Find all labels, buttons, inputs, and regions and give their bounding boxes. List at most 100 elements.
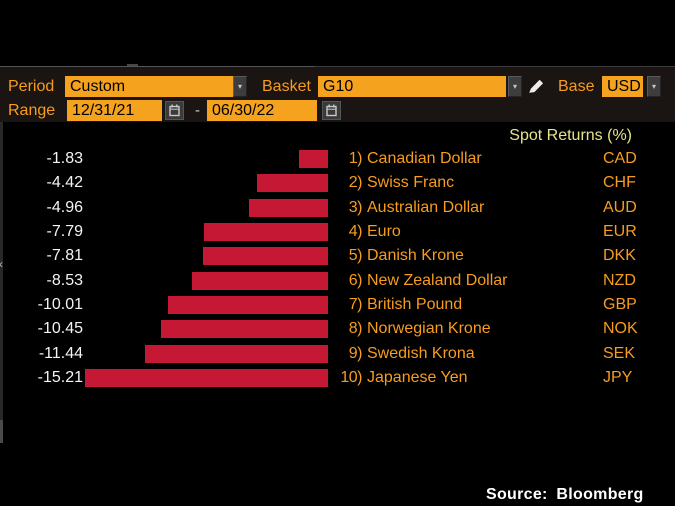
row-code[interactable]: NOK — [603, 320, 638, 338]
period-dropdown-button[interactable]: ▾ — [233, 76, 247, 97]
row-name[interactable]: Swiss Franc — [367, 174, 455, 192]
bar-zone — [85, 271, 328, 290]
calendar-icon — [169, 104, 180, 117]
base-select[interactable]: USD — [602, 76, 643, 97]
chart-row: -11.44 9) Swedish Krona SEK — [0, 341, 675, 365]
row-name[interactable]: Danish Krone — [367, 247, 464, 265]
range-end-input[interactable]: 06/30/22 — [207, 100, 317, 121]
chart-title: Spot Returns (%) — [509, 127, 632, 144]
bar-zone — [85, 320, 328, 339]
chevron-down-icon: ▾ — [651, 81, 656, 91]
panel-drag-handle — [127, 64, 138, 66]
bar-zone — [85, 150, 328, 169]
row-rank: 4) — [348, 223, 363, 241]
bar-zone — [85, 368, 328, 387]
base-label: Base — [558, 78, 595, 95]
row-value: -8.53 — [46, 271, 83, 289]
row-value: -4.96 — [46, 198, 83, 216]
row-name[interactable]: Japanese Yen — [367, 368, 468, 386]
bar[interactable] — [249, 198, 328, 217]
bar[interactable] — [161, 320, 328, 339]
row-name[interactable]: New Zealand Dollar — [367, 271, 508, 289]
row-rank: 6) — [348, 271, 363, 289]
chart-row: -10.45 8) Norwegian Krone NOK — [0, 317, 675, 341]
source-credit: Source: Bloomberg — [486, 486, 644, 503]
row-rank: 2) — [348, 174, 363, 192]
edit-basket-button[interactable] — [525, 76, 547, 97]
range-start-input[interactable]: 12/31/21 — [67, 100, 162, 121]
row-code[interactable]: AUD — [603, 198, 637, 216]
collapse-panel-arrow-icon[interactable]: ‹ — [0, 258, 3, 270]
row-name[interactable]: Australian Dollar — [367, 198, 485, 216]
chart-row: -7.81 5) Danish Krone DKK — [0, 244, 675, 268]
row-code[interactable]: JPY — [603, 368, 633, 386]
row-rank: 7) — [348, 295, 363, 313]
basket-label: Basket — [262, 78, 311, 95]
row-rank: 8) — [348, 320, 363, 338]
row-value: -7.79 — [46, 223, 83, 241]
bar[interactable] — [192, 271, 328, 290]
row-value: -15.21 — [37, 368, 83, 386]
chevron-down-icon: ▾ — [237, 81, 242, 91]
chart-row: -4.96 3) Australian Dollar AUD — [0, 196, 675, 220]
base-dropdown-button[interactable]: ▾ — [647, 76, 661, 97]
row-value: -7.81 — [46, 247, 83, 265]
row-value: -10.45 — [37, 320, 83, 338]
row-name[interactable]: Euro — [367, 223, 401, 241]
range-start-calendar-button[interactable] — [165, 101, 184, 120]
row-value: -4.42 — [46, 174, 83, 192]
bar-zone — [85, 344, 328, 363]
row-code[interactable]: SEK — [603, 344, 636, 362]
bar[interactable] — [257, 174, 328, 193]
row-name[interactable]: Swedish Krona — [367, 344, 475, 362]
range-separator: - — [195, 102, 200, 119]
row-code[interactable]: CAD — [603, 150, 637, 168]
row-code[interactable]: GBP — [603, 295, 637, 313]
period-label: Period — [8, 78, 55, 95]
row-name[interactable]: Norwegian Krone — [367, 320, 491, 338]
basket-select[interactable]: G10 — [318, 76, 506, 97]
scrollbar-thumb[interactable] — [0, 420, 3, 443]
range-label: Range — [8, 102, 56, 119]
row-code[interactable]: CHF — [603, 174, 636, 192]
spot-returns-chart: -1.83 1) Canadian Dollar CAD -4.42 2) Sw… — [0, 147, 675, 390]
row-rank: 9) — [348, 344, 363, 362]
row-rank: 10) — [340, 368, 362, 386]
row-rank: 3) — [348, 198, 363, 216]
range-end-calendar-button[interactable] — [322, 101, 341, 120]
row-rank: 5) — [348, 247, 363, 265]
basket-dropdown-button[interactable]: ▾ — [508, 76, 522, 97]
row-code[interactable]: DKK — [603, 247, 636, 265]
bar-zone — [85, 295, 328, 314]
bar-zone — [85, 223, 328, 242]
period-select[interactable]: Custom — [65, 76, 233, 97]
chart-row: -4.42 2) Swiss Franc CHF — [0, 171, 675, 195]
bar-zone — [85, 198, 328, 217]
chart-row: -8.53 6) New Zealand Dollar NZD — [0, 268, 675, 292]
bar-zone — [85, 174, 328, 193]
bar[interactable] — [204, 223, 328, 242]
chart-row: -1.83 1) Canadian Dollar CAD — [0, 147, 675, 171]
chevron-down-icon: ▾ — [512, 81, 517, 91]
calendar-icon — [326, 104, 337, 117]
row-rank: 1) — [348, 150, 363, 168]
bar[interactable] — [168, 295, 328, 314]
bar[interactable] — [85, 368, 328, 387]
row-name[interactable]: Canadian Dollar — [367, 150, 482, 168]
left-scrollbar[interactable]: ‹ — [0, 67, 3, 443]
row-code[interactable]: EUR — [603, 223, 637, 241]
panel-top-border — [0, 66, 675, 67]
row-value: -1.83 — [46, 150, 83, 168]
bar[interactable] — [203, 247, 328, 266]
bar[interactable] — [299, 150, 328, 169]
bar[interactable] — [145, 344, 328, 363]
chart-row: -7.79 4) Euro EUR — [0, 220, 675, 244]
chart-row: -10.01 7) British Pound GBP — [0, 293, 675, 317]
row-code[interactable]: NZD — [603, 271, 636, 289]
chart-row: -15.21 10) Japanese Yen JPY — [0, 366, 675, 390]
row-value: -11.44 — [38, 344, 83, 362]
pencil-icon — [529, 79, 544, 93]
row-name[interactable]: British Pound — [367, 295, 463, 313]
bar-zone — [85, 247, 328, 266]
